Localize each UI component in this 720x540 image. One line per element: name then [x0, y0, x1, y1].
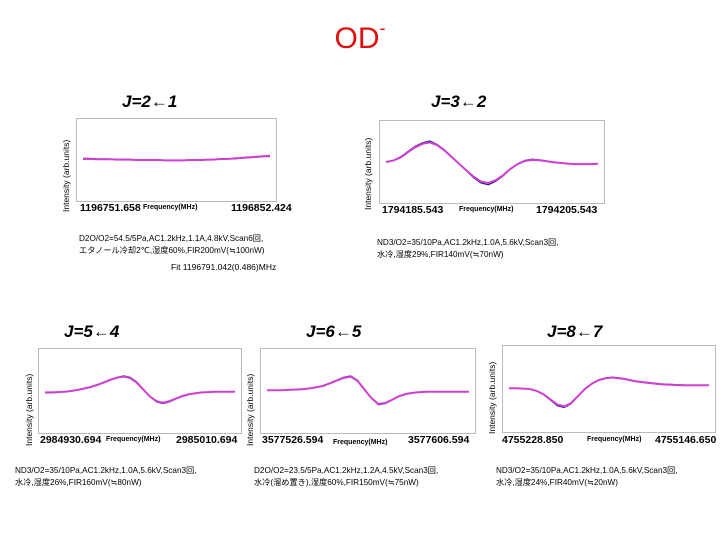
fit-line — [385, 141, 599, 185]
conditions-j6-5: D2O/O2=23.5/5Pa,AC1.2kHz,1.2A,4.5kV,Scan… — [254, 465, 438, 489]
fit-line — [509, 376, 709, 408]
spectrum-panel-j5-4 — [38, 348, 242, 434]
conditions-line: D2O/O2=54.5/5Pa,AC1.2kHz,1.1A,4.8kV,Scan… — [79, 234, 264, 243]
x-tick-min: 4755228.850 — [502, 434, 564, 446]
x-tick-max: 2985010.694 — [176, 434, 238, 446]
conditions-line: ND3/O2=35/10Pa,AC1.2kHz,1.0A,5.6kV,Scan3… — [15, 466, 197, 475]
fit-line — [267, 375, 469, 406]
y-axis-label: Intensity (arb.units) — [245, 373, 255, 446]
conditions-j8-7: ND3/O2=35/10Pa,AC1.2kHz,1.0A,5.6kV,Scan3… — [496, 465, 678, 489]
x-axis-label: Frequency(MHz) — [459, 206, 514, 213]
spectrum-panel-j2-1 — [76, 118, 277, 202]
fit-line — [45, 375, 235, 404]
panel-title-j3-2: J=3←2 — [431, 92, 487, 111]
spectrum-panel-j6-5 — [260, 348, 476, 434]
conditions-j5-4: ND3/O2=35/10Pa,AC1.2kHz,1.0A,5.6kV,Scan3… — [15, 465, 197, 489]
conditions-line: D2O/O2=23.5/5Pa,AC1.2kHz,1.2A,4.5kV,Scan… — [254, 466, 439, 475]
x-tick-max: 4755146.650 — [655, 434, 717, 446]
spectrum-panel-j3-2 — [379, 120, 605, 204]
conditions-line: 水冷(溜め置き),湿度60%,FIR150mV(≒75nW) — [254, 478, 419, 487]
fit-line — [83, 154, 271, 162]
spectrum-panel-j8-7 — [502, 345, 716, 433]
x-axis-label: Frequency(MHz) — [143, 204, 198, 211]
conditions-line: ND3/O2=35/10Pa,AC1.2kHz,1.0A,5.6kV,Scan3… — [377, 238, 559, 247]
conditions-line: 水冷,湿度24%,FIR40mV(≒20nW) — [496, 478, 618, 487]
conditions-line: 水冷,湿度29%,FIR140mV(≒70nW) — [377, 250, 504, 259]
x-tick-max: 1794205.543 — [536, 204, 598, 216]
y-axis-label: Intensity (arb.units) — [24, 373, 34, 446]
panel-title-j2-1: J=2←1 — [122, 92, 178, 111]
panel-title-j8-7: J=8←7 — [547, 322, 603, 341]
x-tick-min: 1196751.658 — [80, 202, 141, 214]
panel-title-j6-5: J=6←5 — [306, 322, 362, 341]
conditions-line: ND3/O2=35/10Pa,AC1.2kHz,1.0A,5.6kV,Scan3… — [496, 466, 678, 475]
conditions-j2-1: D2O/O2=54.5/5Pa,AC1.2kHz,1.1A,4.8kV,Scan… — [79, 233, 265, 257]
conditions-line: エタノール冷却2℃,湿度60%,FIR200mV(≒100nW) — [79, 246, 265, 255]
y-axis-label: Intensity (arb.units) — [61, 139, 71, 212]
x-tick-max: 3577606.594 — [408, 434, 470, 446]
y-axis-label: Intensity (arb.units) — [363, 137, 373, 210]
x-tick-max: 1196852.424 — [231, 202, 292, 214]
fit-result: Fit 1196791.042(0.486)MHz — [171, 262, 277, 272]
x-axis-label: Frequency(MHz) — [333, 439, 388, 446]
x-tick-min: 3577526.594 — [262, 434, 324, 446]
x-tick-min: 1794185.543 — [382, 204, 444, 216]
conditions-j3-2: ND3/O2=35/10Pa,AC1.2kHz,1.0A,5.6kV,Scan3… — [377, 237, 559, 261]
x-axis-label: Frequency(MHz) — [106, 436, 161, 443]
x-axis-label: Frequency(MHz) — [587, 436, 642, 443]
x-tick-min: 2984930.694 — [40, 434, 102, 446]
y-axis-label: Intensity (arb.units) — [487, 361, 497, 434]
conditions-line: 水冷,湿度26%,FIR160mV(≒80nW) — [15, 478, 142, 487]
panel-title-j5-4: J=5←4 — [64, 322, 120, 341]
page-title: OD- — [334, 18, 386, 55]
